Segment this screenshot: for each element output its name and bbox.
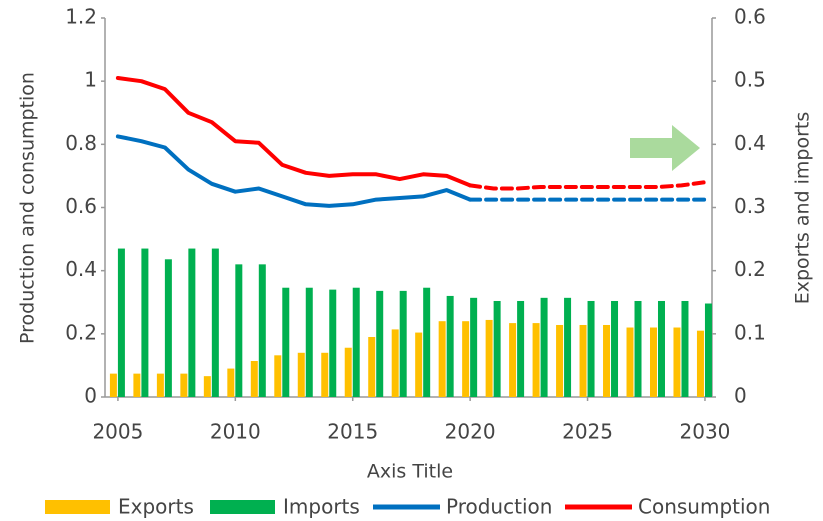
legend-swatch (210, 500, 275, 514)
bar (227, 369, 234, 397)
bar (251, 361, 258, 397)
bar (635, 301, 642, 397)
bar (650, 328, 657, 397)
bar (400, 291, 407, 397)
bar (321, 353, 328, 397)
bar (376, 291, 383, 397)
y-tick-label: 0 (84, 384, 97, 408)
bar (282, 288, 289, 397)
bar (212, 249, 219, 397)
bar (110, 374, 117, 397)
bar (486, 320, 493, 397)
bar (697, 331, 704, 397)
y-tick-label: 1 (84, 68, 97, 92)
x-axis-title: Axis Title (367, 461, 453, 483)
legend-label: Exports (118, 495, 194, 519)
y2-axis-title: Exports and imports (792, 112, 814, 305)
x-tick-label: 2005 (92, 420, 143, 444)
bar (439, 321, 446, 397)
x-tick-label: 2020 (445, 420, 496, 444)
y-tick-label: 0.6 (65, 194, 97, 218)
y2-tick-label: 0.6 (734, 5, 766, 29)
x-tick-label: 2015 (327, 420, 378, 444)
chart: Production and consumption Exports and i… (0, 0, 823, 521)
bar (259, 264, 266, 397)
bar (470, 298, 477, 397)
bar (517, 301, 524, 397)
bar (533, 323, 540, 397)
bar (298, 353, 305, 397)
x-tick-label: 2025 (562, 420, 613, 444)
y-tick-label: 0.4 (65, 257, 97, 281)
bar (588, 301, 595, 397)
x-tick-label: 2030 (680, 420, 731, 444)
bar (447, 296, 454, 397)
bar (329, 290, 336, 397)
bar (681, 301, 688, 397)
legend-swatch (45, 500, 110, 514)
bar (423, 288, 430, 397)
bar (180, 374, 187, 397)
bar (556, 325, 563, 397)
bar (658, 301, 665, 397)
y2-tick-label: 0.4 (734, 131, 766, 155)
legend-label: Consumption (638, 495, 770, 519)
bar (462, 321, 469, 397)
bar (564, 298, 571, 397)
bar (509, 323, 516, 397)
bar (353, 288, 360, 397)
bar (673, 328, 680, 397)
bar (705, 304, 712, 397)
bar (204, 376, 211, 397)
bar (141, 249, 148, 397)
legend-label: Imports (283, 495, 360, 519)
y-tick-label: 0.8 (65, 131, 97, 155)
y2-tick-label: 0.5 (734, 68, 766, 92)
y-tick-label: 1.2 (65, 5, 97, 29)
bar (494, 301, 501, 397)
bar (415, 333, 422, 397)
bar (157, 374, 164, 397)
bar (133, 374, 140, 397)
bar (368, 337, 375, 397)
y2-tick-label: 0.1 (734, 320, 766, 344)
bar (306, 288, 313, 397)
bar (165, 259, 172, 397)
bar (274, 355, 281, 397)
bar (611, 301, 618, 397)
y2-tick-label: 0.2 (734, 257, 766, 281)
bar (541, 298, 548, 397)
bar (345, 348, 352, 397)
bar (235, 264, 242, 397)
y2-tick-label: 0.3 (734, 194, 766, 218)
y-tick-label: 0.2 (65, 320, 97, 344)
y2-tick-label: 0 (734, 384, 747, 408)
bar (118, 249, 125, 397)
bar (580, 325, 587, 397)
y-axis-title: Production and consumption (17, 72, 39, 344)
bar (627, 328, 634, 397)
bar (392, 329, 399, 397)
legend-label: Production (446, 495, 552, 519)
x-tick-label: 2010 (210, 420, 261, 444)
line (470, 182, 705, 188)
arrow (630, 125, 700, 171)
line (118, 78, 470, 185)
bar (188, 249, 195, 397)
line (118, 136, 470, 206)
bar (603, 325, 610, 397)
